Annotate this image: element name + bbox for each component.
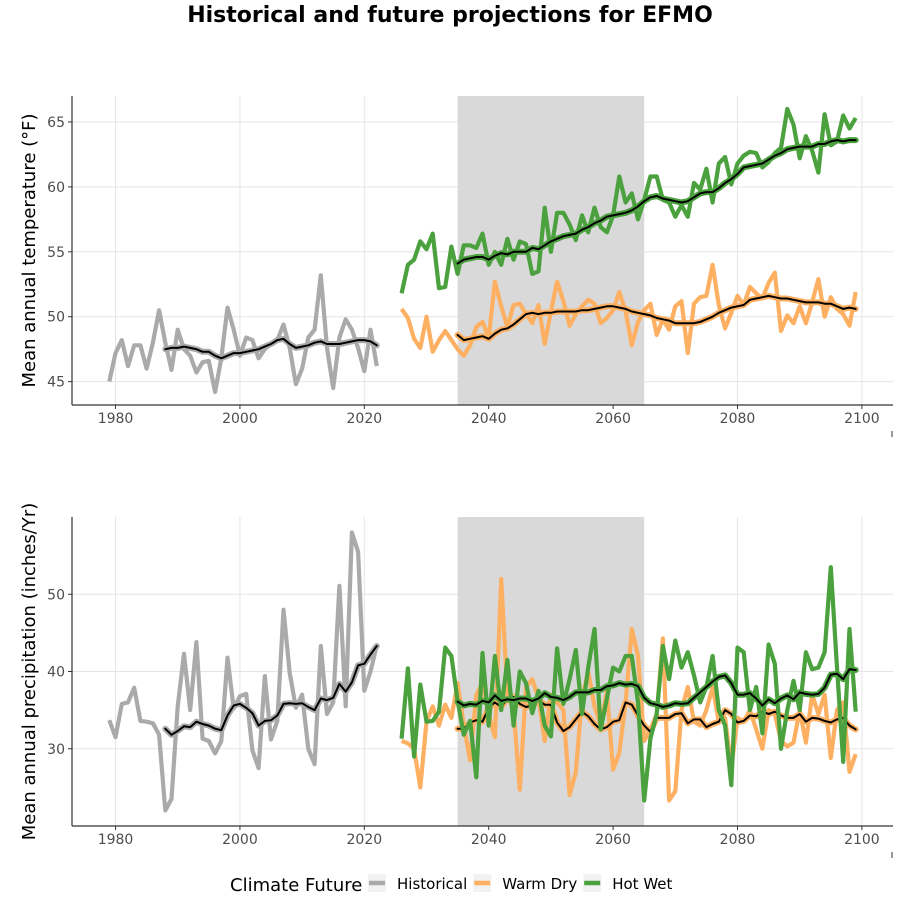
- y-tick-label: 40: [47, 665, 65, 681]
- y-tick-label: 50: [47, 587, 65, 603]
- y-axis-title: Mean annual temperature (°F): [19, 113, 40, 387]
- legend-label-warm-dry: Warm Dry: [502, 875, 577, 893]
- y-tick-label: 65: [47, 115, 65, 131]
- series-hot-wet-smoothed: [456, 139, 857, 265]
- x-tick-label: 1980: [98, 411, 134, 427]
- legend-label-hot-wet: Hot Wet: [612, 875, 672, 893]
- x-tick-label: 1980: [98, 832, 134, 848]
- x-tick-label: 2000: [222, 832, 258, 848]
- series-hot-wet: [399, 565, 858, 803]
- series-hot-wet: [399, 106, 858, 294]
- x-tick-label: 2020: [347, 411, 383, 427]
- series-historical: [107, 530, 379, 813]
- x-tick-label: 2080: [720, 832, 756, 848]
- x-tick-label: 2080: [720, 411, 756, 427]
- y-axis-title: Mean annual precipitation (inches/Yr): [19, 503, 40, 841]
- legend: Climate Future Historical Warm Dry Hot Wet: [230, 874, 673, 896]
- precipitation-panel: 1980 2000 2020 2040 2060 2080 2100 30 40 50 Mean a…: [19, 503, 893, 858]
- x-tick-label: 2040: [471, 832, 507, 848]
- x-tick-label: 2020: [347, 832, 383, 848]
- temperature-panel: 1980 2000 2020 2040 2060 2080 2100 45 50 55 60 65 Me…: [19, 96, 893, 437]
- series-historical: [107, 273, 379, 395]
- series-hot-wet-smoothed: [456, 668, 857, 708]
- x-tick-label: 2060: [595, 411, 631, 427]
- series-historical-smoothed: [164, 337, 378, 360]
- y-tick-label: 30: [47, 742, 65, 758]
- series-warm-dry-smoothed: [456, 294, 857, 342]
- y-tick-label: 60: [47, 180, 65, 196]
- series-historical-smoothed: [164, 645, 378, 736]
- x-tick-label: 2060: [595, 832, 631, 848]
- x-tick-label: 2000: [222, 411, 258, 427]
- y-tick-label: 45: [47, 375, 65, 391]
- chart-title: Historical and future projections for EF…: [187, 3, 713, 28]
- y-tick-label: 55: [47, 245, 65, 261]
- x-tick-label: 2040: [471, 411, 507, 427]
- series-warm-dry: [399, 262, 858, 358]
- legend-title: Climate Future: [230, 875, 362, 896]
- x-tick-label: 2100: [844, 832, 880, 848]
- x-tick-label: 2100: [844, 411, 880, 427]
- legend-label-historical: Historical: [397, 875, 467, 893]
- y-tick-label: 50: [47, 310, 65, 326]
